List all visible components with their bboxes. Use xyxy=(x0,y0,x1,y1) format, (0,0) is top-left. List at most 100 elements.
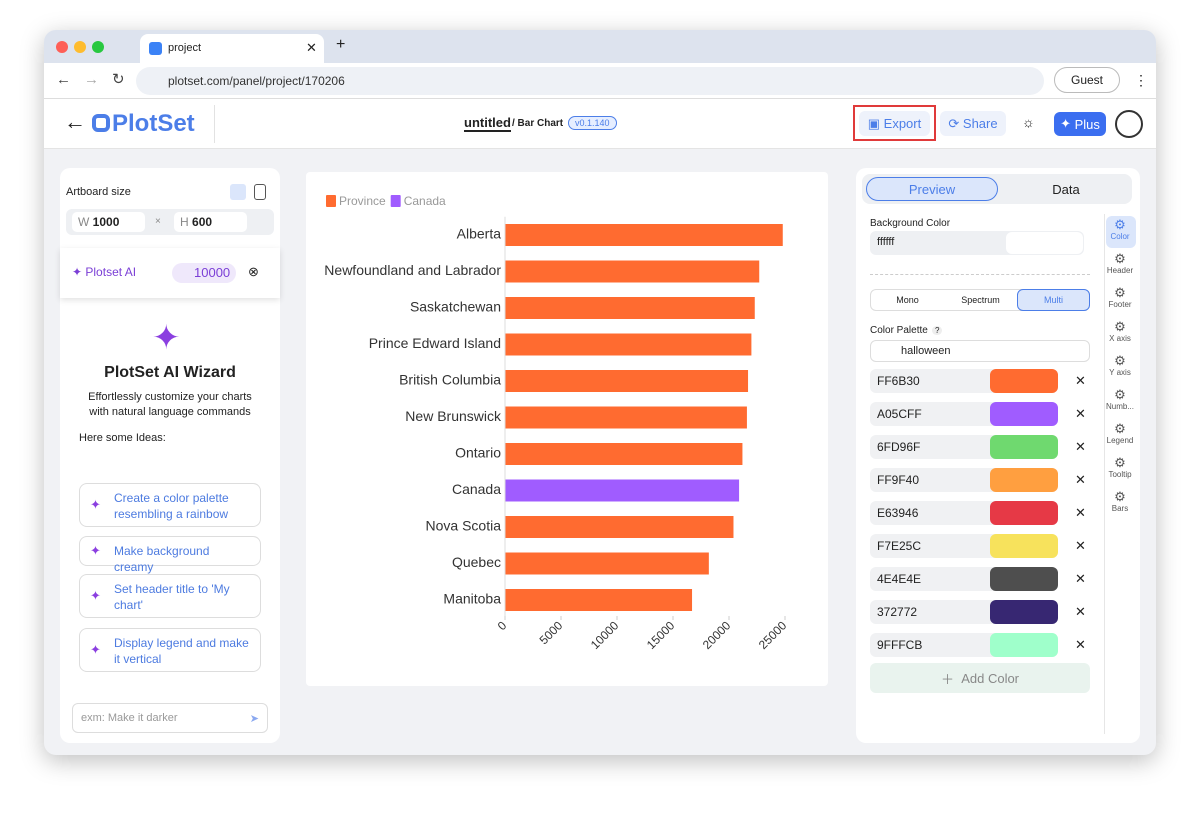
minimize-dot[interactable] xyxy=(74,41,86,53)
height-field[interactable]: H 600 xyxy=(174,212,247,232)
ai-label: ✦ Plotset AI xyxy=(72,265,137,279)
divider xyxy=(214,105,215,143)
tab[interactable]: project ✕ xyxy=(140,34,324,63)
remove-color[interactable]: ✕ xyxy=(1075,604,1086,619)
color-code: FF6B30 xyxy=(877,374,920,388)
tool-icon: ⚙ xyxy=(1114,489,1126,504)
width-field[interactable]: W 1000 xyxy=(72,212,145,232)
color-swatch[interactable] xyxy=(990,600,1058,624)
idea-card[interactable]: ✦ Create a color palette resembling a rai… xyxy=(79,483,261,527)
idea-text: Create a color palette resembling a rain… xyxy=(114,491,229,521)
back-arrow[interactable]: ← xyxy=(64,109,86,134)
tool-icon: ⚙ xyxy=(1114,217,1126,232)
share-label: Share xyxy=(962,116,998,131)
mode-switch: Mono Spectrum Multi xyxy=(870,289,1090,311)
palette-row: A05CFF xyxy=(870,402,1058,426)
reload[interactable]: ↻ xyxy=(112,71,125,88)
color-swatch[interactable] xyxy=(990,468,1058,492)
mode-button[interactable]: Mono xyxy=(896,295,919,305)
tab-bar: project ✕ + xyxy=(44,30,1156,63)
wizard-description: Effortlessly customize your charts with … xyxy=(88,391,252,418)
idea-card[interactable]: ✦ Set header title to 'My chart' xyxy=(79,574,261,618)
remove-color[interactable]: ✕ xyxy=(1075,373,1086,388)
tool-label: Header xyxy=(1106,266,1134,275)
mode-button[interactable]: Multi xyxy=(1017,289,1090,311)
tool-label: Y axis xyxy=(1109,368,1131,377)
remove-color[interactable]: ✕ xyxy=(1075,571,1086,586)
color-swatch[interactable] xyxy=(990,402,1058,426)
side-tool[interactable]: ⚙ Tooltip xyxy=(1105,456,1135,480)
tab-close[interactable]: ✕ xyxy=(306,40,317,55)
forward[interactable]: → xyxy=(84,71,99,88)
preview-tab[interactable]: Preview xyxy=(866,177,998,201)
tool-label: Tooltip xyxy=(1108,470,1132,479)
mobile-toggle[interactable] xyxy=(254,184,266,200)
color-code: E63946 xyxy=(877,506,919,520)
data-tab[interactable]: Data xyxy=(1002,177,1130,201)
profile-button[interactable]: Guest xyxy=(1054,67,1120,93)
category-label: Manitoba xyxy=(443,591,501,607)
side-tool[interactable]: ⚙ X axis xyxy=(1105,320,1135,344)
prompt-input[interactable]: exm: Make it darker ➤ xyxy=(72,703,268,733)
category-label: Alberta xyxy=(457,226,502,242)
remove-color[interactable]: ✕ xyxy=(1075,505,1086,520)
back[interactable]: ← xyxy=(56,71,71,88)
mode-button[interactable]: Spectrum xyxy=(961,295,1000,305)
remove-color[interactable]: ✕ xyxy=(1075,538,1086,553)
color-swatch[interactable] xyxy=(990,501,1058,525)
side-tool[interactable]: ⚙ Bars xyxy=(1105,489,1135,514)
account[interactable] xyxy=(1115,110,1143,138)
side-tool[interactable]: ⚙ Footer xyxy=(1105,286,1135,310)
color-code: 4E4E4E xyxy=(877,572,922,586)
background-field[interactable]: ffffff xyxy=(870,231,1084,255)
color-swatch[interactable] xyxy=(990,567,1058,591)
new-tab[interactable]: + xyxy=(336,36,346,53)
color-code: F7E25C xyxy=(877,539,922,553)
desktop-toggle[interactable] xyxy=(230,184,246,200)
tool-label: Numb... xyxy=(1105,402,1134,411)
x-tick-label: 15000 xyxy=(644,618,678,652)
remove-color[interactable]: ✕ xyxy=(1075,637,1086,652)
remove-color[interactable]: ✕ xyxy=(1075,439,1086,454)
plus-button[interactable]: ✦ Plus xyxy=(1054,112,1106,136)
tool-icon: ⚙ xyxy=(1114,387,1126,402)
width: 1000 xyxy=(92,215,120,229)
close-dot[interactable] xyxy=(56,41,68,53)
idea-card[interactable]: ✦ Display legend and make it vertical xyxy=(79,628,261,672)
add-color-button[interactable]: ＋ Add Color xyxy=(870,663,1090,693)
times: × xyxy=(155,216,161,227)
url-field[interactable]: plotset.com/panel/project/170206 xyxy=(136,67,1044,95)
palette-select[interactable]: halloween xyxy=(870,340,1090,362)
bar xyxy=(505,333,752,356)
color-swatch[interactable] xyxy=(990,534,1058,558)
color-code: 6FD96F xyxy=(877,440,921,454)
help[interactable]: ? xyxy=(932,326,943,335)
color-code: 9FFFCB xyxy=(877,638,923,652)
close-ai[interactable]: ⊗ xyxy=(248,264,259,279)
export-button[interactable]: ▣ Export xyxy=(859,111,930,136)
background-value: ffffff xyxy=(877,236,895,248)
color-swatch[interactable] xyxy=(990,369,1058,393)
remove-color[interactable]: ✕ xyxy=(1075,406,1086,421)
doc-title[interactable]: untitled xyxy=(464,115,511,132)
side-tool[interactable]: ⚙ Color xyxy=(1105,217,1135,242)
bar xyxy=(505,552,709,575)
color-swatch[interactable] xyxy=(990,435,1058,459)
palette-row: 4E4E4E xyxy=(870,567,1058,591)
legend-label: Province xyxy=(339,194,386,208)
legend-label: Canada xyxy=(404,194,446,208)
remove-color[interactable]: ✕ xyxy=(1075,472,1086,487)
side-tool[interactable]: ⚙ Legend xyxy=(1105,422,1135,446)
theme-toggle[interactable]: ☼ xyxy=(1022,114,1035,130)
side-tool[interactable]: ⚙ Header xyxy=(1105,252,1135,276)
logo[interactable]: PlotSet xyxy=(112,110,195,137)
idea-card[interactable]: ✦ Make background creamy xyxy=(79,536,261,574)
side-tool[interactable]: ⚙ Numb... xyxy=(1105,387,1135,412)
side-tool[interactable]: ⚙ Y axis xyxy=(1105,354,1135,378)
color-swatch[interactable] xyxy=(990,633,1058,657)
chart-kind: / Bar Chart xyxy=(512,118,564,129)
share-button[interactable]: ⟳ Share xyxy=(940,111,1006,136)
tab-title: project xyxy=(168,42,202,54)
zoom-dot[interactable] xyxy=(92,41,104,53)
menu[interactable]: ⋮ xyxy=(1134,72,1148,88)
